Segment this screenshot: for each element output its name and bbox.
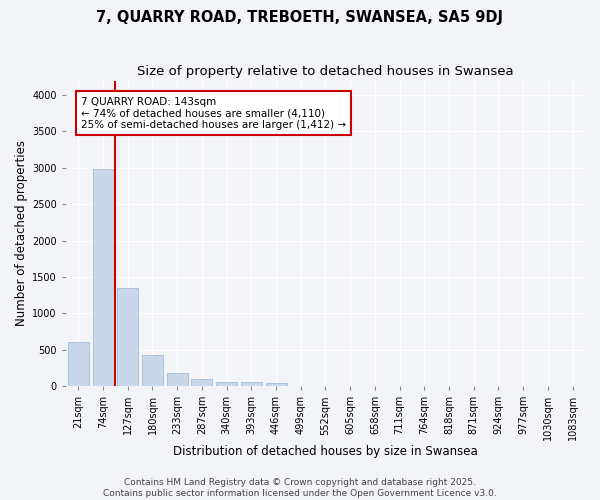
- Bar: [117, 288, 138, 386]
- Bar: [241, 382, 262, 386]
- Text: Contains HM Land Registry data © Crown copyright and database right 2025.
Contai: Contains HM Land Registry data © Crown c…: [103, 478, 497, 498]
- Y-axis label: Number of detached properties: Number of detached properties: [15, 140, 28, 326]
- Bar: [167, 374, 188, 386]
- X-axis label: Distribution of detached houses by size in Swansea: Distribution of detached houses by size …: [173, 444, 478, 458]
- Bar: [142, 355, 163, 386]
- Bar: [92, 170, 113, 386]
- Text: 7, QUARRY ROAD, TREBOETH, SWANSEA, SA5 9DJ: 7, QUARRY ROAD, TREBOETH, SWANSEA, SA5 9…: [97, 10, 503, 25]
- Bar: [216, 382, 237, 386]
- Title: Size of property relative to detached houses in Swansea: Size of property relative to detached ho…: [137, 65, 514, 78]
- Bar: [266, 383, 287, 386]
- Bar: [68, 342, 89, 386]
- Text: 7 QUARRY ROAD: 143sqm
← 74% of detached houses are smaller (4,110)
25% of semi-d: 7 QUARRY ROAD: 143sqm ← 74% of detached …: [81, 96, 346, 130]
- Bar: [191, 379, 212, 386]
